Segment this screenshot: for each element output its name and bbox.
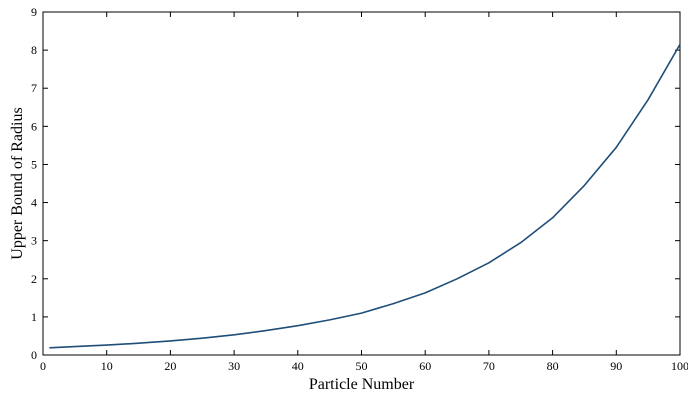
x-tick-label: 0 — [40, 359, 46, 373]
y-tick-label: 5 — [31, 157, 37, 171]
y-tick-label: 9 — [31, 5, 37, 19]
x-tick-label: 10 — [101, 359, 113, 373]
y-tick-label: 1 — [31, 310, 37, 324]
x-axis-title: Particle Number — [309, 376, 415, 393]
y-tick-label: 2 — [31, 272, 37, 286]
y-tick-label: 6 — [31, 119, 37, 133]
x-tick-label: 70 — [483, 359, 495, 373]
y-axis-title: Upper Bound of Radius — [9, 107, 26, 259]
x-tick-label: 100 — [671, 359, 688, 373]
x-tick-label: 80 — [547, 359, 559, 373]
x-tick-label: 60 — [419, 359, 431, 373]
y-tick-label: 4 — [31, 196, 37, 210]
series-line — [49, 44, 681, 349]
x-tick-label: 50 — [356, 359, 368, 373]
x-tick-label: 40 — [292, 359, 304, 373]
x-tick-label: 20 — [164, 359, 176, 373]
y-tick-label: 7 — [31, 81, 37, 95]
x-tick-label: 90 — [610, 359, 622, 373]
y-tick-label: 8 — [31, 43, 37, 57]
x-tick-label: 30 — [228, 359, 240, 373]
plot-area: 0 10 20 30 40 50 60 70 80 90 100 0 1 2 3 4 5 6 7 8 9 — [31, 5, 688, 373]
y-tick-label: 0 — [31, 348, 37, 362]
y-tick-label: 3 — [31, 234, 37, 248]
plot-frame — [42, 11, 681, 356]
